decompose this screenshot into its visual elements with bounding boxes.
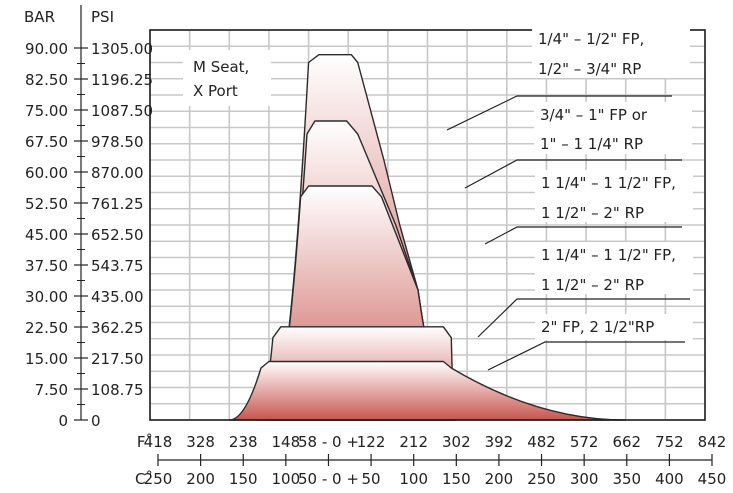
series-label-line-1: 3/4" – 1" FP or [540,106,648,124]
f-tick-label: 418 [144,433,173,451]
c-tick-label: 100 [399,470,428,488]
bar-tick-label: 67.50 [25,133,68,151]
f-tick-label: 148 [272,433,301,451]
c-tick-label: 250 [527,470,556,488]
f-tick-label: 212 [399,433,428,451]
psi-tick-label: 1305.00 [91,40,153,58]
axes: BAR PSI 90.00 1305.00 82.50 1196.25 75.00 1087.… [24,5,726,488]
bar-tick-label: 30.00 [25,288,68,306]
c-tick-label: 150 [229,470,258,488]
series-leader-line [464,159,682,189]
f-tick-label: 58 - 0 + [298,433,359,451]
series-label-line-1: 1/4" – 1/2" FP, [538,30,644,48]
psi-tick-label: 217.50 [91,350,144,368]
series-leader-line [484,226,682,245]
f-tick-label: 302 [442,433,471,451]
psi-tick-label: 978.50 [91,133,144,151]
series-leader-line [487,341,685,371]
f-tick-label: 122 [357,433,386,451]
f-tick-label: 392 [485,433,514,451]
c-tick-label: 200 [186,470,215,488]
bar-tick-label: 82.50 [25,71,68,89]
series-labels: M Seat, X Port 1/4" – 1/2" FP, 1/2" – 3/4" … [183,26,693,371]
f-tick-label: 752 [655,433,684,451]
psi-tick-label: 1087.50 [91,102,153,120]
bar-tick-label: 45.00 [25,226,68,244]
annotation-bg [183,50,271,106]
psi-tick-label: 543.75 [91,257,144,275]
c-tick-label: 250 [144,470,173,488]
series-label-line-1: 1 1/4" – 1 1/2" FP, [541,174,676,192]
series-label-line-2: 1 1/2" – 2" RP [541,204,644,222]
psi-axis-title: PSI [91,8,114,26]
f-tick-label: 328 [186,433,215,451]
bar-tick-label: 52.50 [25,195,68,213]
c-tick-label: 200 [485,470,514,488]
psi-tick-label: 362.25 [91,319,144,337]
series-label-line-1: 2" FP, 2 1/2"RP [541,318,654,336]
bar-tick-label: 15.00 [25,350,68,368]
bar-tick-label: 37.50 [25,257,68,275]
c-tick-label: 100 [272,470,301,488]
f-tick-label: 662 [612,433,641,451]
psi-tick-label: 108.75 [91,381,144,399]
series-label-line-2: 1 1/2" – 2" RP [541,276,644,294]
c-tick-label: 450 [698,470,727,488]
series-label-bg [532,26,690,78]
annotation-line-1: M Seat, [193,58,249,76]
bar-tick-label: 0 [58,412,68,430]
series-label-line-1: 1 1/4" – 1 1/2" FP, [541,246,676,264]
bar-axis-title: BAR [24,8,55,26]
f-tick-label: 842 [698,433,727,451]
band-5 [228,360,627,421]
f-tick-label: 572 [570,433,599,451]
psi-tick-label: 652.50 [91,226,144,244]
f-axis-unit: F˚ [137,433,153,451]
c-tick-label: 350 [612,470,641,488]
f-tick-label: 238 [229,433,258,451]
series-label-bg [535,242,693,294]
plot-border [149,29,706,421]
psi-tick-label: 0 [91,412,101,430]
bar-tick-label: 60.00 [25,164,68,182]
f-tick-label: 482 [527,433,556,451]
series-leader-line [477,298,690,338]
series-label-bg [535,314,693,340]
psi-tick-label: 870.00 [91,164,144,182]
series-label-bg [535,170,693,222]
bar-tick-label: 75.00 [25,102,68,120]
c-tick-label: 150 [442,470,471,488]
series-label-bg [534,102,692,154]
c-axis-unit: C˚ [135,470,153,488]
plot-frame [149,29,706,421]
c-tick-label: 50 - 0 + [298,470,359,488]
bar-tick-label: 7.50 [35,381,68,399]
c-tick-label: 400 [655,470,684,488]
psi-tick-label: 1196.25 [91,71,153,89]
c-tick-label: 300 [570,470,599,488]
psi-tick-label: 435.00 [91,288,144,306]
series-leader-line [446,95,672,131]
annotation-line-2: X Port [193,82,238,100]
series-label-line-2: 1/2" – 3/4" RP [538,60,641,78]
bar-tick-label: 22.50 [25,319,68,337]
c-tick-label: 50 [362,470,381,488]
series-label-line-2: 1" – 1 1/4" RP [540,135,643,153]
bar-tick-label: 90.00 [25,40,68,58]
psi-tick-label: 761.25 [91,195,144,213]
rating-bands [228,54,627,421]
